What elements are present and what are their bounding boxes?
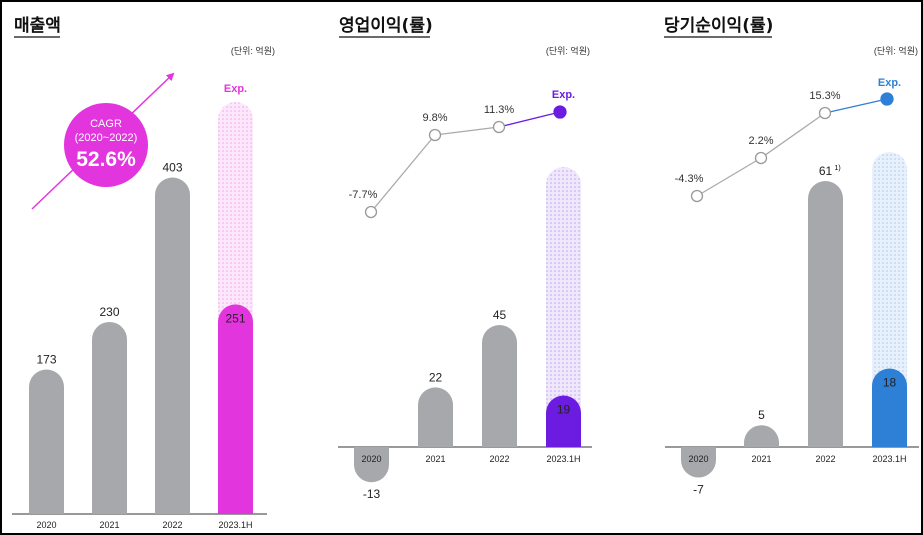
op-margin-point: [553, 105, 567, 119]
net-margin-line-segment: [760, 112, 826, 159]
net-margin-point: [818, 106, 832, 120]
op-margin-label: 9.8%: [422, 112, 447, 124]
net-tick-label: 2021: [751, 454, 771, 464]
revenue-value-label: 251: [225, 311, 245, 325]
revenue-tick-label: 2022: [162, 520, 182, 530]
net-bar: [872, 368, 907, 447]
op-margin-label: -7.7%: [349, 189, 378, 201]
net-tick-label: 2020: [688, 454, 708, 464]
revenue-tick-label: 2020: [36, 520, 56, 530]
revenue-bar: [218, 304, 253, 514]
net-margin-label: 2.2%: [748, 135, 773, 147]
net-value-label: 61: [819, 164, 833, 178]
revenue-exp-label: Exp.: [224, 83, 247, 95]
net-margin-point: [690, 189, 704, 203]
cagr-period: (2020~2022): [75, 132, 138, 144]
op-exp-label: Exp.: [552, 89, 575, 101]
op-margin-point: [492, 120, 506, 134]
op-tick-label: 2020: [361, 454, 381, 464]
net-bar: [744, 425, 779, 447]
op-bar: [418, 387, 453, 447]
net-tick-label: 2023.1H: [872, 454, 906, 464]
cagr-value: 52.6%: [76, 148, 136, 171]
cagr-title: CAGR: [90, 118, 122, 130]
op-margin-label: 11.3%: [484, 104, 515, 116]
op-tick-label: 2021: [425, 454, 445, 464]
revenue-chart-title: 매출액: [14, 16, 61, 36]
net-margin-point: [754, 151, 768, 165]
net-margin-label: 15.3%: [809, 90, 840, 102]
op-margin-line-segment: [498, 111, 561, 128]
op-margin-line-segment: [370, 134, 436, 213]
net-bar: [681, 447, 716, 478]
revenue-value-label: 173: [36, 353, 56, 367]
net-value-label: 18: [883, 376, 897, 390]
revenue-unit-label: (단위: 억원): [231, 45, 275, 56]
net-value-label: -7: [693, 483, 704, 497]
net-margin-line-segment: [824, 98, 888, 114]
net-margin-label: -4.3%: [675, 173, 704, 185]
op-margin-point: [364, 205, 378, 219]
op-tick-label: 2022: [489, 454, 509, 464]
op-value-label: 19: [557, 403, 571, 417]
revenue-value-label: 230: [99, 305, 119, 319]
net-unit-label: (단위: 억원): [874, 45, 918, 56]
op-value-label: 22: [429, 370, 443, 384]
net-exp-label: Exp.: [878, 77, 901, 89]
op-margin-point: [428, 128, 442, 142]
revenue-value-label: 403: [162, 160, 182, 174]
revenue-bar: [29, 369, 64, 514]
op-value-label: -13: [363, 487, 381, 501]
op-profit-chart-title: 영업이익(률): [339, 16, 433, 36]
net-footnote-mark: 1): [835, 165, 841, 172]
net-margin-line-segment: [696, 157, 762, 197]
op-bar: [354, 447, 389, 483]
net-tick-label: 2022: [815, 454, 835, 464]
op-bar: [546, 395, 581, 447]
op-value-label: 45: [493, 308, 507, 322]
revenue-bar: [92, 321, 127, 514]
net-value-label: 5: [758, 408, 765, 422]
revenue-tick-label: 2023.1H: [218, 520, 252, 530]
net-bar: [808, 181, 843, 448]
op-tick-label: 2023.1H: [546, 454, 580, 464]
op-bar: [482, 325, 517, 447]
revenue-bar: [155, 177, 190, 514]
net-margin-point: [880, 92, 894, 106]
cagr-bubble: [64, 103, 148, 187]
net-profit-chart-title: 당기순이익(률): [664, 16, 773, 36]
op-unit-label: (단위: 억원): [546, 45, 590, 56]
op-margin-line-segment: [434, 126, 500, 136]
revenue-tick-label: 2021: [99, 520, 119, 530]
op-expected-bar: [546, 167, 581, 447]
